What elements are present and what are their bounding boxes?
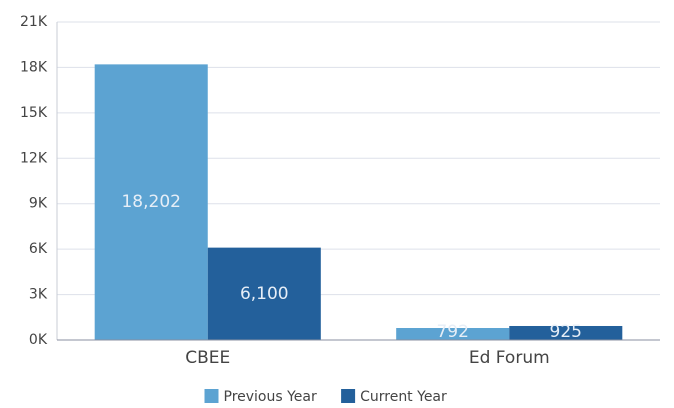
x-tick-label: CBEE bbox=[185, 348, 230, 368]
y-tick-label: 3K bbox=[29, 287, 48, 303]
legend-swatch bbox=[204, 389, 219, 403]
bar bbox=[207, 247, 321, 340]
y-tick-label: 21K bbox=[20, 14, 48, 30]
legend-label: Previous Year bbox=[224, 389, 318, 404]
data-label: 6,100 bbox=[240, 284, 289, 304]
data-label: 792 bbox=[436, 322, 468, 342]
bar bbox=[94, 64, 208, 340]
y-tick-label: 6K bbox=[29, 241, 48, 257]
bar bbox=[396, 328, 510, 340]
legend-swatch bbox=[341, 389, 356, 403]
y-tick-label: 18K bbox=[20, 59, 48, 75]
y-tick-label: 9K bbox=[29, 196, 48, 212]
data-label: 925 bbox=[550, 322, 582, 342]
y-tick-label: 12K bbox=[20, 150, 48, 166]
y-tick-label: 15K bbox=[20, 105, 48, 121]
y-tick-label: 0K bbox=[29, 332, 48, 348]
x-tick-label: Ed Forum bbox=[469, 348, 550, 368]
bar bbox=[509, 325, 623, 340]
data-label: 18,202 bbox=[121, 192, 180, 212]
legend-label: Current Year bbox=[360, 389, 447, 404]
